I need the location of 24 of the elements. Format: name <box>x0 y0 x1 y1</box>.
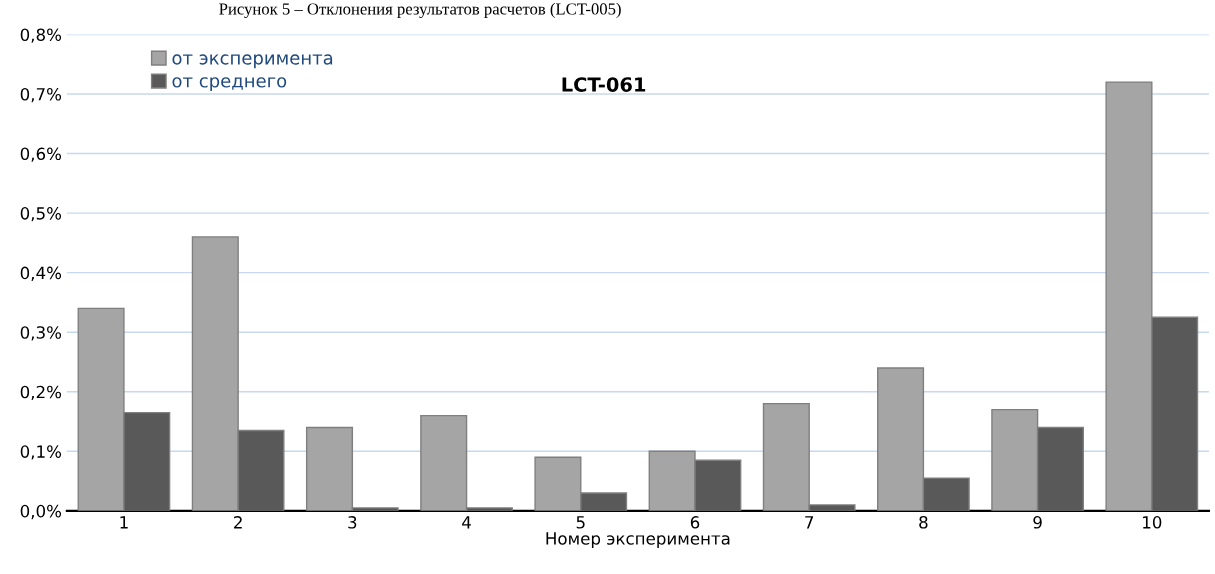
x-tick-label: 3 <box>348 516 357 529</box>
legend-label: от среднего <box>172 77 287 92</box>
x-tick-label: 10 <box>1143 516 1162 529</box>
x-tick-label: 1 <box>120 516 128 529</box>
x-tick-label: 2 <box>234 516 242 529</box>
y-tick-label: 0,5% <box>20 207 62 222</box>
y-tick-label: 0,3% <box>20 326 62 341</box>
x-tick-label: 6 <box>690 516 700 529</box>
y-tick-label: 0,0% <box>20 504 62 520</box>
y-tick-label: 0,7% <box>20 87 62 103</box>
x-tick-label: 8 <box>919 516 928 529</box>
x-axis-title: Номер эксперимента <box>546 532 730 548</box>
x-tick-label: 7 <box>805 516 814 529</box>
x-tick-label: 4 <box>462 516 471 529</box>
y-tick-label: 0,2% <box>20 385 62 401</box>
x-tick-label: 5 <box>576 516 585 529</box>
y-tick-label: 0,4% <box>20 266 62 281</box>
text: LCT-061 <box>562 77 646 92</box>
y-tick-label: 0,1% <box>20 445 62 460</box>
y-tick-label: 0,6% <box>20 147 62 162</box>
legend-label: от эксперимента <box>172 54 333 69</box>
x-tick-label: 9 <box>1033 516 1042 529</box>
text: Рисунок 5 – Отклонения результатов расчетов (LCT-005) <box>219 2 621 19</box>
y-tick-label: 0,8% <box>20 28 62 43</box>
